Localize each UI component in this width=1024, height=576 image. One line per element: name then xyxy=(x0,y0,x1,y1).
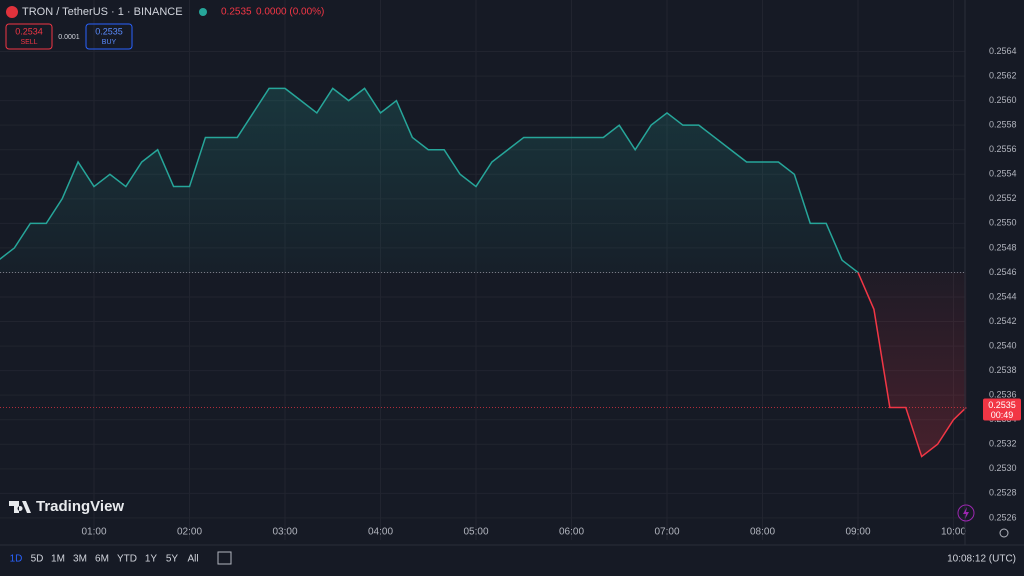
timeframe-button[interactable]: 1Y xyxy=(145,554,158,565)
timeframe-button[interactable]: 5D xyxy=(31,554,44,565)
y-tick-label: 0.2558 xyxy=(989,120,1017,130)
y-tick-label: 0.2556 xyxy=(989,144,1017,154)
logo-text: TradingView xyxy=(36,498,124,515)
timeframe-button[interactable]: 6M xyxy=(95,554,109,565)
sell-box xyxy=(5,23,53,50)
timeframe-button[interactable]: 3M xyxy=(73,554,87,565)
y-tick-label: 0.2532 xyxy=(989,439,1017,449)
sell-button[interactable]: 0.2534 SELL xyxy=(5,23,53,50)
y-tick-label: 0.2542 xyxy=(989,316,1017,326)
timeframe-button[interactable]: 5Y xyxy=(166,554,179,565)
clock: 10:08:12 (UTC) xyxy=(947,554,1016,565)
x-tick-label: 03:00 xyxy=(272,527,297,538)
x-tick-label: 08:00 xyxy=(750,527,775,538)
x-tick-label: 09:00 xyxy=(845,527,870,538)
x-tick-label: 07:00 xyxy=(654,527,679,538)
timeframe-button[interactable]: YTD xyxy=(117,554,137,565)
y-tick-label: 0.2540 xyxy=(989,340,1017,350)
countdown: 00:49 xyxy=(991,410,1014,420)
buy-box xyxy=(85,23,133,50)
header-price: 0.2535 xyxy=(221,7,252,18)
buy-button[interactable]: 0.2535 BUY xyxy=(85,23,133,50)
y-tick-label: 0.2528 xyxy=(989,488,1017,498)
y-tick-label: 0.2552 xyxy=(989,193,1017,203)
last-price-tag xyxy=(983,398,1021,421)
y-tick-label: 0.2536 xyxy=(989,390,1017,400)
price-line xyxy=(0,87,967,458)
symbol-icon xyxy=(6,6,18,18)
last-price-label: 0.2535 xyxy=(988,400,1016,410)
timeframe-button[interactable]: All xyxy=(187,554,198,565)
header-change: 0.0000 (0.00%) xyxy=(256,7,324,18)
x-tick-label: 05:00 xyxy=(463,527,488,538)
y-tick-label: 0.2564 xyxy=(989,46,1017,56)
y-tick-label: 0.2530 xyxy=(989,463,1017,473)
buy-label: BUY xyxy=(102,39,117,46)
logo: TradingView xyxy=(9,498,124,515)
lightning-icon xyxy=(963,507,969,519)
market-status[interactable] xyxy=(199,8,207,16)
date-range-button[interactable] xyxy=(217,551,232,565)
y-tick-label: 0.2544 xyxy=(989,291,1017,301)
y-tick-label: 0.2554 xyxy=(989,169,1017,179)
settings-button[interactable] xyxy=(999,528,1009,538)
x-tick-label: 01:00 xyxy=(81,527,106,538)
y-tick-label: 0.2526 xyxy=(989,512,1017,522)
y-tick-label: 0.2538 xyxy=(989,365,1017,375)
y-tick-label: 0.2548 xyxy=(989,242,1017,252)
buy-price: 0.2535 xyxy=(95,26,123,36)
spread: 0.0001 xyxy=(58,34,80,41)
sell-label: SELL xyxy=(20,39,37,46)
timeframe-button[interactable]: 1D xyxy=(10,554,23,565)
y-tick-label: 0.2562 xyxy=(989,70,1017,80)
y-tick-label: 0.2546 xyxy=(989,267,1017,277)
x-tick-label: 06:00 xyxy=(559,527,584,538)
logo-icon xyxy=(9,501,31,513)
y-tick-label: 0.2560 xyxy=(989,95,1017,105)
x-tick-label: 04:00 xyxy=(368,527,393,538)
x-tick-label: 10:00 xyxy=(941,527,966,538)
y-tick-label: 0.2550 xyxy=(989,218,1017,228)
x-tick-label: 02:00 xyxy=(177,527,202,538)
lightning-button[interactable] xyxy=(957,504,975,522)
symbol-title[interactable]: TRON / TetherUS · 1 · BINANCE xyxy=(22,6,183,18)
sell-price: 0.2534 xyxy=(15,26,43,36)
timeframe-button[interactable]: 1M xyxy=(51,554,65,565)
